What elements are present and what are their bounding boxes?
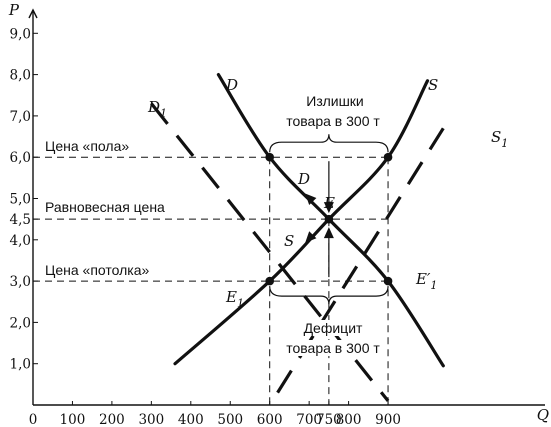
deficit-label-line1: Дефицит bbox=[304, 320, 363, 336]
y-tick-label: 2,0 bbox=[10, 315, 31, 331]
x-tick-label: 100 bbox=[60, 412, 86, 427]
label-bg bbox=[283, 113, 384, 129]
curve-label-s1: S1 bbox=[491, 128, 508, 150]
x-tick-label: 750 bbox=[316, 412, 342, 427]
point-marker bbox=[324, 214, 334, 224]
arrow-down-head bbox=[323, 202, 334, 214]
x-tick-label: 800 bbox=[336, 412, 362, 427]
y-tick-label: 6,0 bbox=[10, 150, 31, 166]
surplus-brace bbox=[269, 134, 389, 153]
point-marker bbox=[383, 152, 393, 162]
y-tick-label: 8,0 bbox=[10, 68, 31, 84]
point-label-e1: E1 bbox=[225, 288, 244, 310]
curve-d1 bbox=[150, 102, 390, 402]
arrow-label-d: D bbox=[297, 170, 310, 188]
x-tick-label: 300 bbox=[138, 412, 164, 427]
x-tick-label: 0 bbox=[29, 412, 38, 427]
x-tick-label: 700 bbox=[296, 412, 322, 427]
y-tick-label: 4,5 bbox=[10, 212, 31, 228]
y-tick-label: 5,0 bbox=[10, 192, 31, 208]
curve-label-s: S bbox=[428, 76, 438, 94]
curve-label-d1: D1 bbox=[147, 98, 167, 120]
x-tick-label: 200 bbox=[99, 412, 125, 427]
y-tick-label: 1,0 bbox=[10, 357, 31, 373]
demand-arrowhead bbox=[305, 193, 317, 205]
surplus-label-line2: товара в 300 т bbox=[286, 113, 380, 129]
curve-label-d: D bbox=[225, 76, 238, 94]
reference-dashed-lines: Цена «пола» Равновесная цена Цена «потолка… bbox=[33, 138, 389, 405]
y-tick-label: 9,0 bbox=[10, 26, 31, 42]
x-tick-label: 600 bbox=[257, 412, 283, 427]
deficit-label-line2: товара в 300 т bbox=[286, 340, 380, 356]
y-tick-label: 4,0 bbox=[10, 233, 31, 249]
point-marker bbox=[265, 276, 275, 286]
price-line-label: Цена «пола» bbox=[45, 138, 129, 154]
x-tick-label: 900 bbox=[375, 412, 401, 427]
label-bg bbox=[43, 138, 132, 155]
x-tick-label: 400 bbox=[178, 412, 204, 427]
y-tick-label: 3,0 bbox=[10, 274, 31, 290]
x-tick-label: 500 bbox=[217, 412, 243, 427]
y-axis-arrowhead bbox=[28, 8, 38, 19]
price-line-label: Равновесная цена bbox=[45, 199, 165, 215]
y-tick-label: 7,0 bbox=[10, 109, 31, 125]
surplus-label-line1: Излишки bbox=[306, 93, 364, 109]
y-axis-label: P bbox=[8, 1, 20, 19]
label-bg bbox=[43, 262, 152, 279]
arrow-up-head bbox=[323, 227, 334, 239]
point-marker bbox=[265, 152, 275, 162]
x-axis-label: Q bbox=[537, 406, 549, 424]
axes-layer: P Q 1,0 2,0 3,0 4,0 4,5 5,0 6,0 7,0 8,0 9,0 0 100 200 3… bbox=[8, 1, 549, 427]
label-bg bbox=[300, 320, 367, 336]
arrow-label-s: S bbox=[284, 232, 294, 250]
supply-arrowhead bbox=[305, 231, 317, 243]
label-bg bbox=[283, 340, 384, 356]
deficit-brace bbox=[269, 286, 389, 305]
point-label-e1-prime: E′1 bbox=[415, 270, 437, 292]
label-bg bbox=[303, 93, 367, 109]
price-line-label: Цена «потолка» bbox=[45, 262, 150, 278]
point-marker bbox=[383, 276, 393, 286]
label-bg bbox=[43, 199, 168, 216]
